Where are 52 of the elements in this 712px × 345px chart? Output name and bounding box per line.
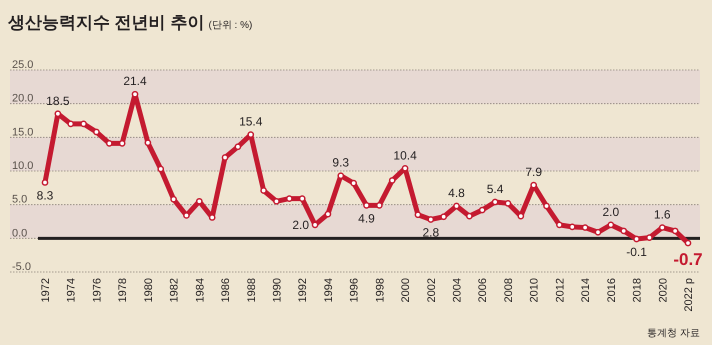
chart-subtitle: (단위 : %): [208, 20, 252, 31]
x-tick-label: 1980: [142, 278, 155, 302]
data-label: 2.0: [292, 218, 310, 232]
x-tick-label: 1972: [40, 278, 52, 302]
data-label: 18.5: [46, 94, 70, 108]
x-tick-label: 1988: [246, 278, 258, 302]
data-label: 2.0: [602, 204, 620, 219]
chart-title: 생산능력지수 전년비 추이: [8, 13, 204, 32]
data-label: -0.7: [673, 250, 703, 270]
data-label: 7.9: [525, 165, 542, 180]
x-tick-label: 1990: [271, 278, 284, 302]
x-tick-label: 2008: [502, 278, 515, 302]
x-tick-label: 2012: [554, 278, 566, 302]
x-tick-label: 2020: [657, 278, 670, 302]
y-tick-label: 20.0: [12, 92, 34, 105]
data-label: 1.6: [654, 208, 671, 222]
data-label: 21.4: [123, 74, 148, 88]
data-label: 15.4: [239, 114, 263, 129]
x-tick-label: 2006: [477, 278, 490, 302]
x-tick-label: 1994: [322, 278, 335, 302]
x-tick-label: 2014: [580, 278, 592, 302]
x-tick-label: 2010: [528, 278, 541, 302]
y-tick-label: 15.0: [12, 126, 34, 138]
text: 통계청 자료: [647, 328, 700, 339]
x-tick-label: 2018: [632, 278, 644, 302]
x-tick-label: 1976: [91, 278, 104, 302]
data-label: 5.4: [486, 182, 504, 196]
data-label: 8.3: [36, 188, 54, 202]
x-tick-label: 2022 p: [683, 278, 695, 312]
x-tick-label: 1982: [168, 278, 181, 302]
x-tick-label: 2000: [400, 278, 412, 302]
x-tick-label: 2016: [606, 278, 618, 302]
data-label: -0.1: [626, 245, 648, 260]
x-tick-label: 2002: [426, 278, 438, 302]
x-tick-label: 1986: [220, 278, 232, 302]
y-tick-label: 5.0: [12, 194, 28, 206]
x-tick-label: 1974: [66, 278, 78, 302]
data-label: 9.3: [332, 156, 350, 170]
data-label: 4.8: [448, 186, 466, 200]
x-tick-label: 1992: [297, 278, 310, 302]
x-tick-label: 1984: [194, 278, 206, 302]
y-tick-label: -5.0: [12, 261, 31, 273]
y-tick-label: 0.0: [12, 227, 28, 240]
x-tick-label: 1996: [348, 278, 361, 302]
data-label: 10.4: [393, 148, 418, 162]
x-tick-label: 1998: [374, 278, 386, 302]
y-tick-label: 10.0: [12, 160, 34, 172]
x-tick-label: 2004: [452, 278, 464, 302]
x-tick-label: 1978: [117, 278, 130, 302]
data-label: 4.9: [358, 211, 376, 226]
y-tick-label: 25.0: [12, 59, 34, 71]
data-label: 2.8: [422, 225, 440, 240]
